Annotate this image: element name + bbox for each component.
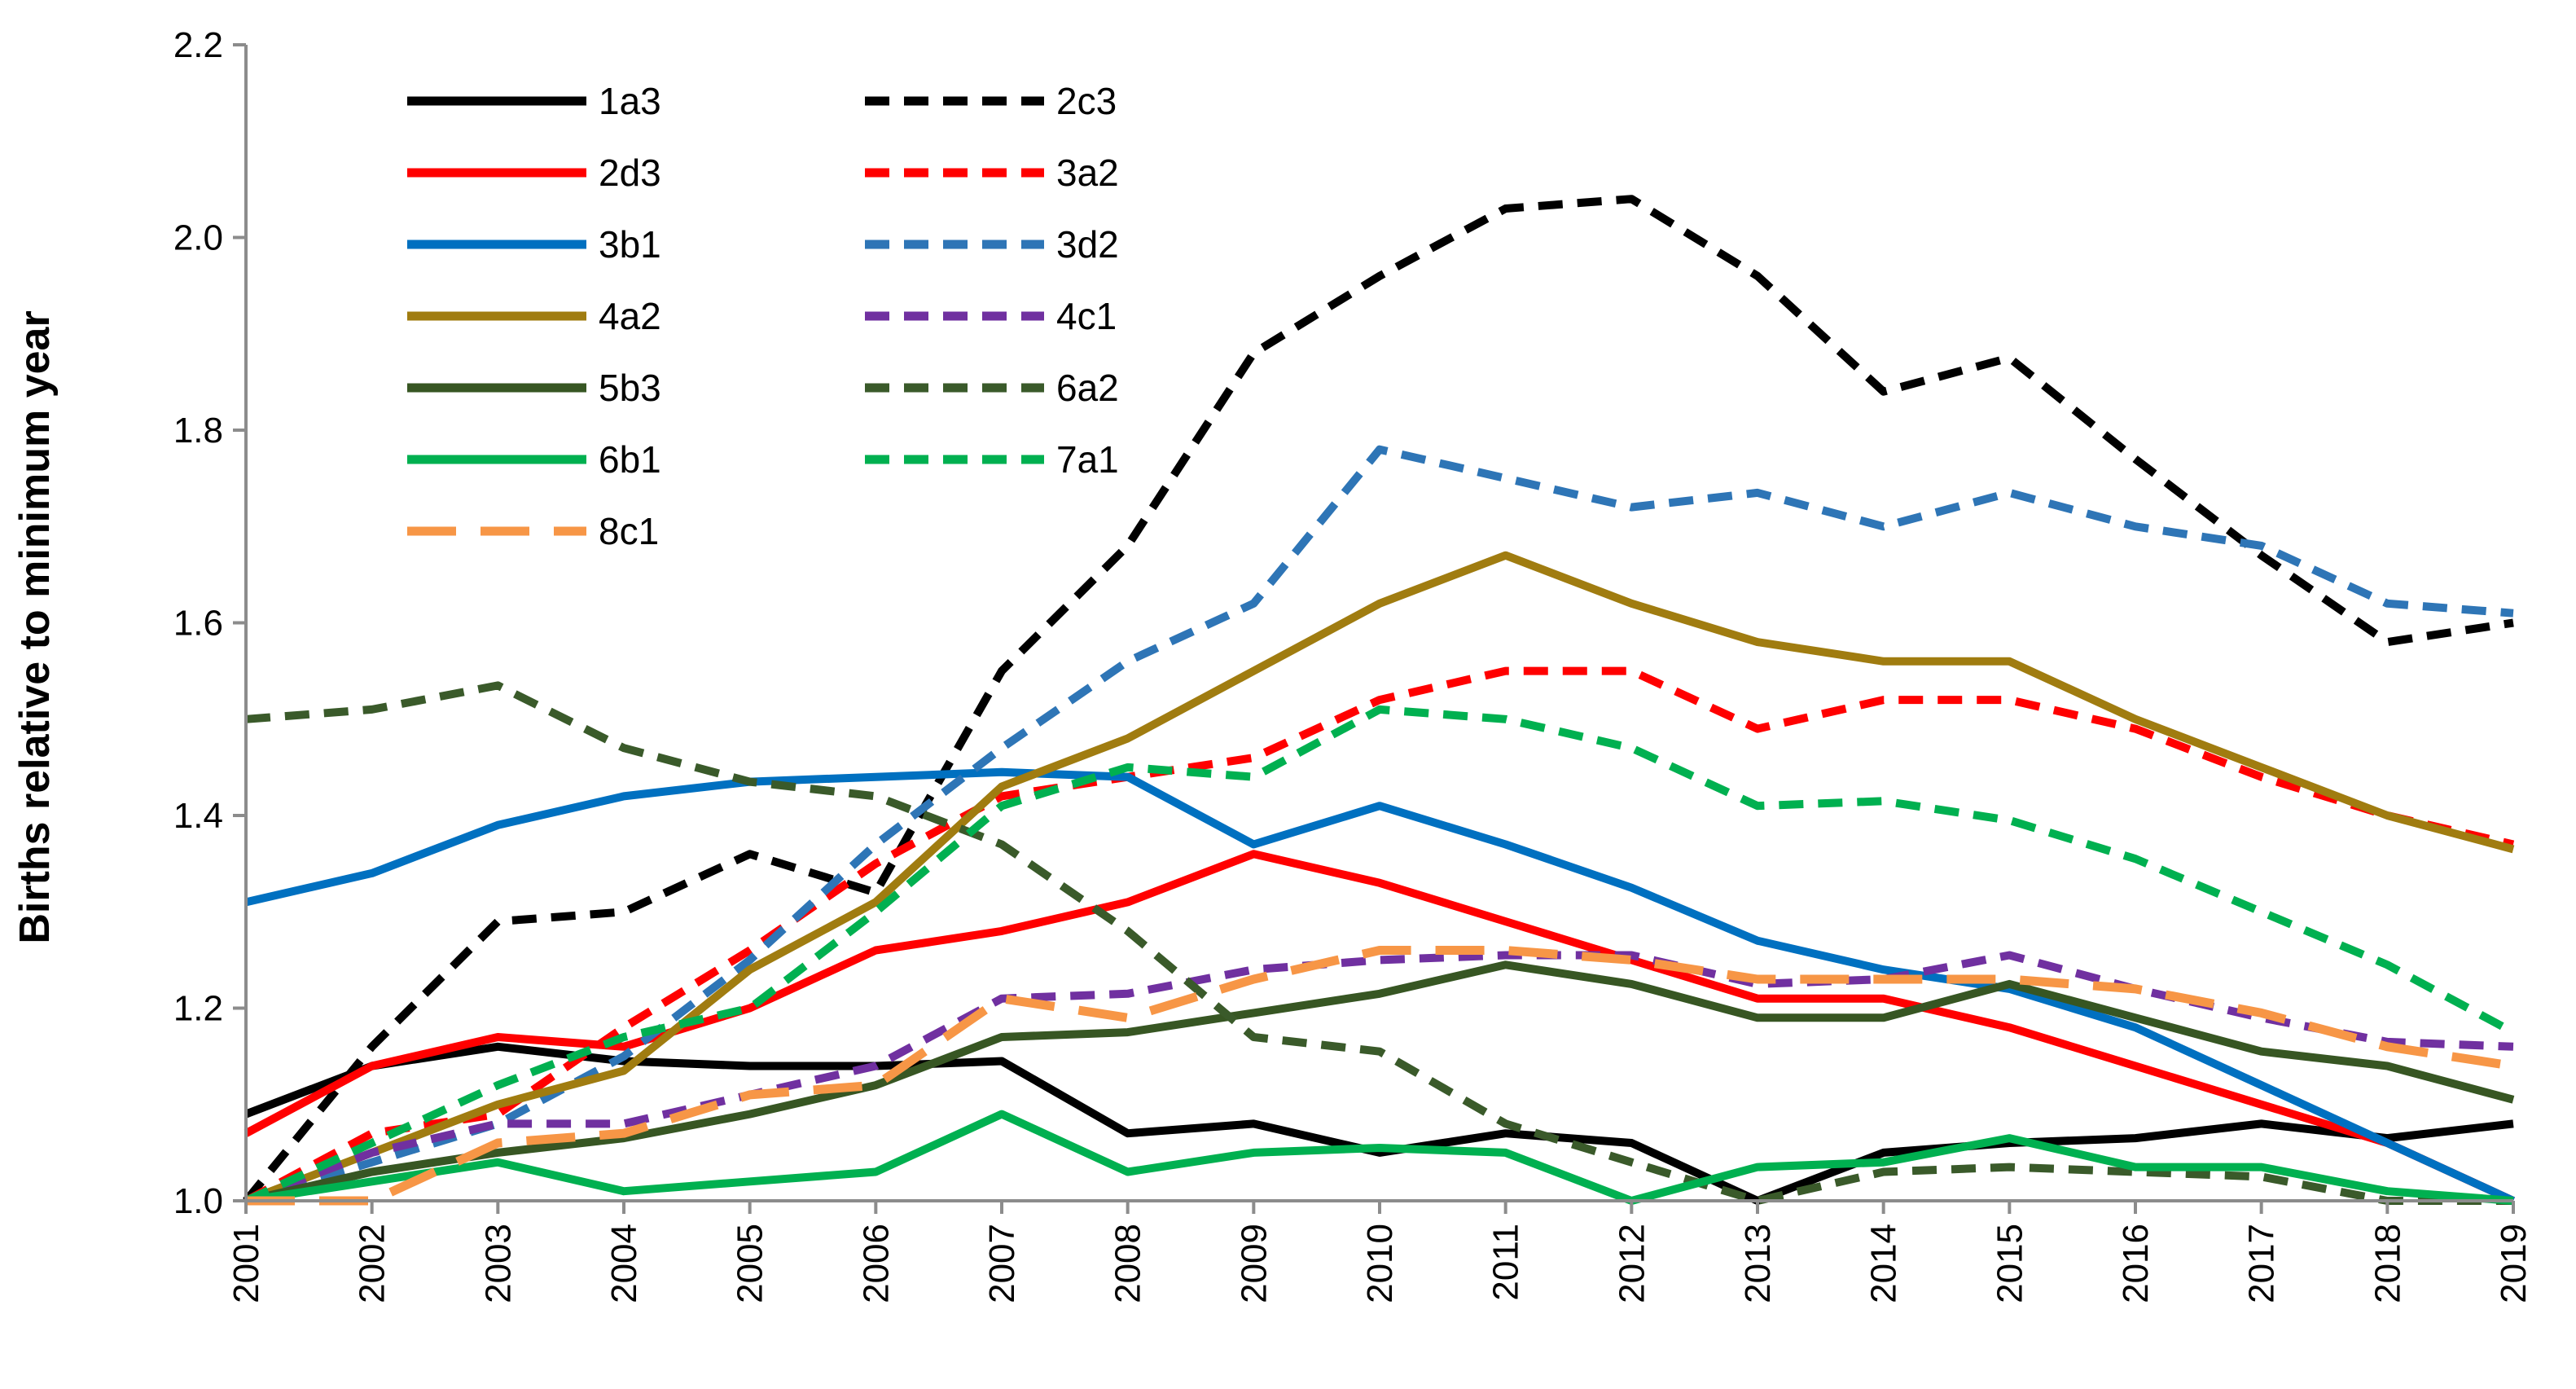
legend-label-1a3: 1a3 bbox=[599, 80, 661, 122]
legend-label-7a1: 7a1 bbox=[1056, 438, 1119, 481]
x-tick-label: 2003 bbox=[478, 1224, 518, 1303]
legend-label-5b3: 5b3 bbox=[599, 367, 661, 409]
series-line-1a3 bbox=[244, 1042, 2514, 1205]
x-tick-label: 2006 bbox=[856, 1224, 896, 1303]
legend-label-4c1: 4c1 bbox=[1056, 295, 1117, 337]
legend-label-2c3: 2c3 bbox=[1056, 80, 1117, 122]
x-tick-label: 2007 bbox=[982, 1224, 1022, 1303]
x-tick-label: 2018 bbox=[2368, 1224, 2407, 1303]
y-tick-label: 1.0 bbox=[173, 1181, 223, 1221]
legend-label-8c1: 8c1 bbox=[599, 510, 659, 552]
axes: 1.0 1.2 1.4 1.6 1.8 2.0 2.2 2001 2002 2003 2004 200… bbox=[173, 25, 2534, 1303]
series-line-6b1 bbox=[245, 1110, 2514, 1205]
x-tick-label: 2010 bbox=[1360, 1224, 1400, 1303]
y-axis-title: Births relative to minimum year bbox=[11, 310, 59, 943]
series-line-6a2 bbox=[245, 681, 2513, 1205]
series-line-7a1 bbox=[244, 705, 2516, 1205]
x-tick-label: 2017 bbox=[2242, 1224, 2282, 1303]
series-line-8c1 bbox=[246, 946, 2514, 1206]
series-layer bbox=[243, 195, 2516, 1206]
legend-label-6b1: 6b1 bbox=[599, 438, 661, 481]
legend-label-2d3: 2d3 bbox=[599, 152, 661, 194]
series-line-3b1 bbox=[244, 767, 2516, 1205]
legend-label-3a2: 3a2 bbox=[1056, 152, 1119, 194]
x-tick-label: 2012 bbox=[1612, 1224, 1652, 1303]
series-line-3a2 bbox=[244, 666, 2515, 1205]
series-line-2d3 bbox=[244, 850, 2516, 1205]
x-tick-label: 2002 bbox=[353, 1224, 393, 1303]
x-tick-label: 2011 bbox=[1486, 1224, 1526, 1301]
legend-label-3d2: 3d2 bbox=[1056, 223, 1119, 266]
series-line-2c3 bbox=[243, 195, 2514, 1204]
x-tick-label: 2015 bbox=[1990, 1224, 2030, 1303]
x-tick-label: 2009 bbox=[1234, 1224, 1274, 1303]
series-line-5b3 bbox=[244, 960, 2515, 1205]
y-tick-label: 2.2 bbox=[173, 25, 223, 65]
legend-label-6a2: 6a2 bbox=[1056, 367, 1119, 409]
x-tick-label: 2004 bbox=[604, 1224, 644, 1303]
legend-label-4a2: 4a2 bbox=[599, 295, 661, 337]
y-tick-label: 1.4 bbox=[173, 796, 223, 836]
x-tick-label: 2005 bbox=[731, 1224, 770, 1303]
series-line-4a2 bbox=[244, 551, 2515, 1205]
y-tick-label: 1.6 bbox=[173, 604, 223, 644]
series-line-3d2 bbox=[244, 445, 2514, 1205]
y-tick-label: 1.2 bbox=[173, 989, 223, 1029]
x-tick-label: 2001 bbox=[226, 1224, 266, 1303]
legend: 1a3 2c3 2d3 3a2 3b1 3d2 4a2 4c1 5b3 6a2 6b1 7a1 8c1 bbox=[407, 80, 1119, 552]
x-tick-label: 2016 bbox=[2116, 1224, 2156, 1303]
y-tick-label: 2.0 bbox=[173, 218, 223, 258]
y-tick-label: 1.8 bbox=[173, 411, 223, 451]
x-tick-label: 2008 bbox=[1108, 1224, 1148, 1303]
x-tick-label: 2014 bbox=[1864, 1224, 1904, 1303]
x-tick-label: 2019 bbox=[2494, 1224, 2534, 1303]
legend-label-3b1: 3b1 bbox=[599, 223, 661, 266]
x-tick-label: 2013 bbox=[1738, 1224, 1778, 1303]
